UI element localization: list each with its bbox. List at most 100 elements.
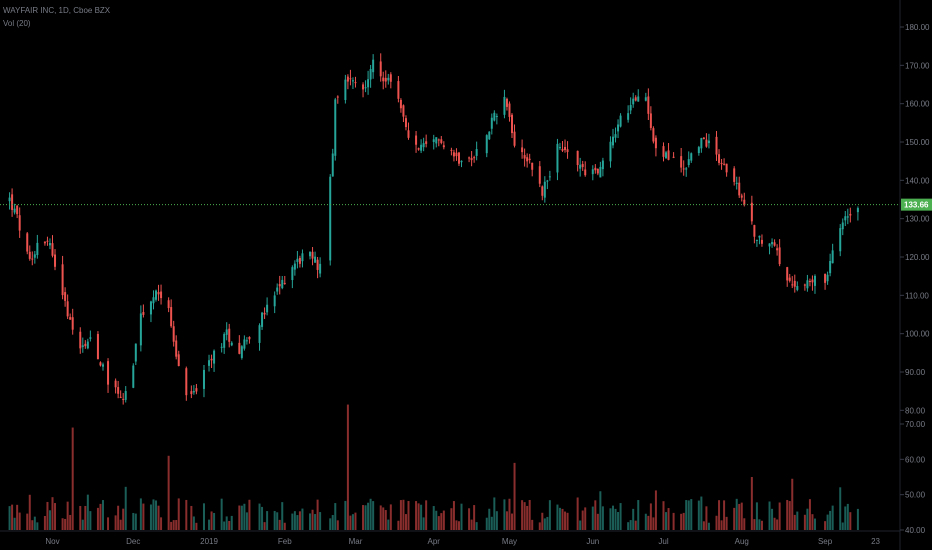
volume-bar[interactable] (349, 515, 352, 530)
candle-body[interactable] (432, 139, 435, 142)
volume-bar[interactable] (213, 512, 216, 530)
candle[interactable] (319, 257, 322, 278)
candle-body[interactable] (369, 69, 372, 80)
candle[interactable] (637, 89, 640, 102)
candle[interactable] (548, 170, 551, 181)
candle[interactable] (238, 335, 241, 355)
volume-bar[interactable] (192, 516, 195, 530)
volume-bar[interactable] (319, 512, 322, 530)
candle[interactable] (61, 255, 64, 300)
volume-bar[interactable] (220, 498, 223, 530)
candle-body[interactable] (33, 254, 36, 258)
volume-bar[interactable] (803, 514, 806, 530)
candle[interactable] (793, 274, 796, 293)
candle[interactable] (33, 250, 36, 264)
candle-body[interactable] (829, 260, 832, 274)
candle[interactable] (192, 385, 195, 395)
candle-body[interactable] (503, 96, 506, 115)
candle[interactable] (839, 224, 842, 257)
volume-bar[interactable] (354, 512, 357, 530)
candle[interactable] (503, 89, 506, 119)
volume-bar[interactable] (652, 517, 655, 530)
candle[interactable] (841, 218, 844, 236)
candle-body[interactable] (609, 141, 612, 162)
candle-body[interactable] (634, 97, 637, 101)
volume-bar[interactable] (457, 521, 460, 530)
candle-body[interactable] (558, 147, 561, 149)
candle[interactable] (170, 299, 173, 328)
candle[interactable] (367, 70, 370, 95)
candle[interactable] (561, 141, 564, 152)
candle-body[interactable] (637, 96, 640, 102)
volume-bar[interactable] (829, 510, 832, 530)
candle-body[interactable] (319, 263, 322, 274)
volume-bar[interactable] (152, 499, 155, 530)
volume-bar[interactable] (309, 513, 312, 530)
candle-body[interactable] (682, 168, 685, 170)
candle-body[interactable] (662, 146, 665, 157)
candle-body[interactable] (172, 326, 175, 342)
volume-bar[interactable] (725, 516, 728, 530)
candle-body[interactable] (261, 312, 264, 327)
candle-body[interactable] (210, 358, 213, 361)
candle[interactable] (86, 338, 89, 350)
candle[interactable] (258, 323, 261, 351)
candle[interactable] (755, 239, 758, 247)
candle-body[interactable] (122, 398, 125, 400)
candle[interactable] (611, 128, 614, 149)
candle[interactable] (309, 251, 312, 260)
candle[interactable] (697, 145, 700, 156)
volume-bar[interactable] (738, 503, 741, 530)
candle[interactable] (404, 115, 407, 131)
volume-bar[interactable] (13, 517, 16, 530)
candle[interactable] (808, 278, 811, 287)
candle[interactable] (505, 97, 508, 111)
volume-bar[interactable] (614, 508, 617, 530)
volume-bar[interactable] (685, 500, 688, 530)
candle-body[interactable] (245, 340, 248, 342)
candle-body[interactable] (753, 225, 756, 237)
volume-bar[interactable] (291, 513, 294, 530)
candle[interactable] (230, 341, 233, 347)
volume-bar[interactable] (753, 519, 756, 530)
candle-body[interactable] (362, 84, 365, 90)
volume-bar[interactable] (228, 520, 231, 530)
candle-body[interactable] (561, 148, 564, 151)
candle-body[interactable] (228, 328, 231, 342)
candle[interactable] (488, 131, 491, 140)
volume-bar[interactable] (791, 478, 794, 530)
candle[interactable] (48, 238, 51, 250)
candle-body[interactable] (336, 96, 339, 98)
candle[interactable] (334, 97, 337, 161)
candle-body[interactable] (435, 137, 438, 144)
candle[interactable] (667, 143, 670, 161)
volume-bar[interactable] (687, 500, 690, 530)
volume-bar[interactable] (493, 497, 496, 530)
candle-body[interactable] (450, 149, 453, 151)
candle-body[interactable] (382, 77, 385, 82)
volume-bar[interactable] (776, 519, 779, 530)
volume-bar[interactable] (96, 507, 99, 530)
candle[interactable] (495, 113, 498, 125)
candle-body[interactable] (311, 251, 314, 259)
candle-body[interactable] (647, 96, 650, 114)
volume-bar[interactable] (124, 486, 127, 530)
candle-body[interactable] (599, 166, 602, 178)
volume-bar[interactable] (243, 503, 246, 530)
volume-bar[interactable] (723, 500, 726, 530)
candle[interactable] (725, 163, 728, 177)
volume-bar[interactable] (167, 455, 170, 530)
candle-body[interactable] (725, 163, 728, 173)
candle-body[interactable] (334, 99, 337, 156)
candle[interactable] (485, 134, 488, 158)
volume-bar[interactable] (276, 512, 279, 530)
volume-bar[interactable] (245, 512, 248, 530)
candle-body[interactable] (632, 98, 635, 105)
candle[interactable] (475, 141, 478, 161)
candle[interactable] (435, 137, 438, 148)
candle[interactable] (399, 98, 402, 113)
volume-bar[interactable] (351, 514, 354, 530)
candle-body[interactable] (8, 197, 11, 202)
volume-bar[interactable] (611, 505, 614, 530)
volume-bar[interactable] (644, 513, 647, 530)
